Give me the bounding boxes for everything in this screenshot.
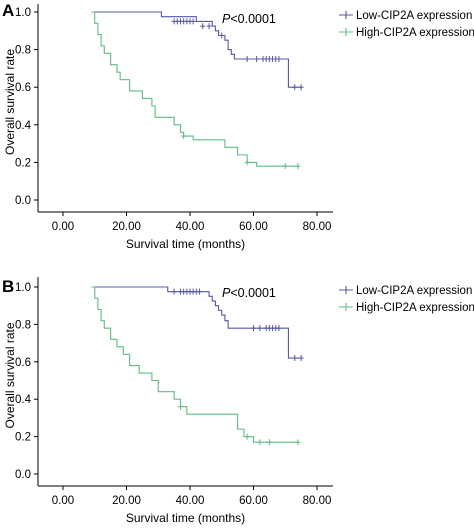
p-value-annotation: P<0.0001 xyxy=(222,286,276,300)
p-value-text: <0.0001 xyxy=(230,12,276,26)
y-tick-label: 0.6 xyxy=(15,82,31,94)
y-tick-label: 0.6 xyxy=(15,357,31,369)
x-tick-label: 40.00 xyxy=(176,495,205,507)
x-tick-label: 80.00 xyxy=(303,221,332,233)
x-tick-label: 80.00 xyxy=(303,495,332,507)
series-low-cip2a xyxy=(91,286,304,362)
censor-mark xyxy=(171,288,177,295)
survival-curve xyxy=(91,11,298,167)
censor-mark xyxy=(244,56,250,62)
x-tick-label: 20.00 xyxy=(112,221,141,233)
y-tick-label: 0.2 xyxy=(15,432,31,444)
x-tick-label: 0.00 xyxy=(52,495,74,507)
censor-mark xyxy=(254,56,260,62)
survival-curve xyxy=(91,286,302,359)
legend-label: High-CIP2A expression xyxy=(356,302,474,314)
censor-mark xyxy=(257,325,263,332)
censor-mark xyxy=(292,355,298,362)
x-tick-label: 60.00 xyxy=(239,495,268,507)
y-tick-label: 0.4 xyxy=(15,394,32,406)
censor-mark xyxy=(276,325,282,332)
y-tick-label: 1.0 xyxy=(15,7,31,19)
series-high-cip2a xyxy=(91,286,301,446)
censor-mark xyxy=(257,439,263,446)
x-tick-label: 40.00 xyxy=(176,221,205,233)
legend-swatch xyxy=(339,303,353,311)
y-tick-label: 0.8 xyxy=(15,319,31,331)
censor-mark xyxy=(276,56,282,62)
censor-mark xyxy=(181,133,187,140)
censor-mark xyxy=(298,355,304,362)
censor-mark xyxy=(295,163,301,170)
y-tick-label: 1.0 xyxy=(15,282,31,294)
censor-mark xyxy=(266,439,272,446)
legend-swatch xyxy=(339,11,353,19)
censor-mark xyxy=(244,159,250,166)
legend-swatch xyxy=(339,28,353,36)
p-value-symbol: P xyxy=(222,12,231,26)
x-tick-label: 20.00 xyxy=(112,495,141,507)
km-panel-b: B 0.0 0.2 0.4 0.6 0.8 1.0 0.00 20.00 40.00 60.00 80… xyxy=(2,277,474,525)
x-axis-label: Survival time (months) xyxy=(126,237,245,251)
legend: Low-CIP2A expression High-CIP2A expressio… xyxy=(339,10,474,39)
series-high-cip2a xyxy=(91,11,301,170)
x-tick-label: 0.00 xyxy=(52,221,74,233)
y-tick-label: 0.2 xyxy=(15,157,31,169)
censor-mark xyxy=(177,403,183,410)
y-tick-label: 0.4 xyxy=(15,120,32,132)
km-panel-a: A 0.0 0.2 0.4 0.6 0.8 1.0 0.00 20.00 40.00 60.00 80… xyxy=(2,1,474,251)
series-low-cip2a xyxy=(91,11,304,91)
censor-mark xyxy=(292,84,298,91)
censor-mark xyxy=(206,23,212,30)
censor-mark xyxy=(200,23,206,30)
x-tick-label: 60.00 xyxy=(239,221,268,233)
y-tick-label: 0.0 xyxy=(15,195,31,207)
censor-mark xyxy=(244,433,250,440)
censor-mark xyxy=(197,288,203,295)
censor-mark xyxy=(190,18,196,25)
censor-mark xyxy=(295,439,301,446)
censor-mark xyxy=(298,84,304,91)
censor-mark xyxy=(219,32,225,39)
panel-letter: B xyxy=(2,277,14,296)
legend-label: High-CIP2A expression xyxy=(356,27,474,39)
survival-curve xyxy=(91,286,298,443)
p-value-text: <0.0001 xyxy=(230,286,276,300)
p-value-annotation: P<0.0001 xyxy=(222,12,276,26)
x-axis-label: Survival time (months) xyxy=(126,511,245,525)
legend-label: Low-CIP2A expression xyxy=(356,285,472,297)
legend-swatch xyxy=(339,286,353,294)
legend: Low-CIP2A expression High-CIP2A expressio… xyxy=(339,285,474,314)
legend-label: Low-CIP2A expression xyxy=(356,10,472,22)
censor-mark xyxy=(251,325,256,332)
p-value-symbol: P xyxy=(222,286,231,300)
y-axis-label: Overall survival rate xyxy=(3,322,17,428)
y-axis-label: Overall survival rate xyxy=(3,49,17,155)
y-tick-label: 0.8 xyxy=(15,45,31,57)
y-tick-label: 0.0 xyxy=(15,469,31,481)
panel-letter: A xyxy=(2,1,14,20)
censor-mark xyxy=(282,163,288,170)
